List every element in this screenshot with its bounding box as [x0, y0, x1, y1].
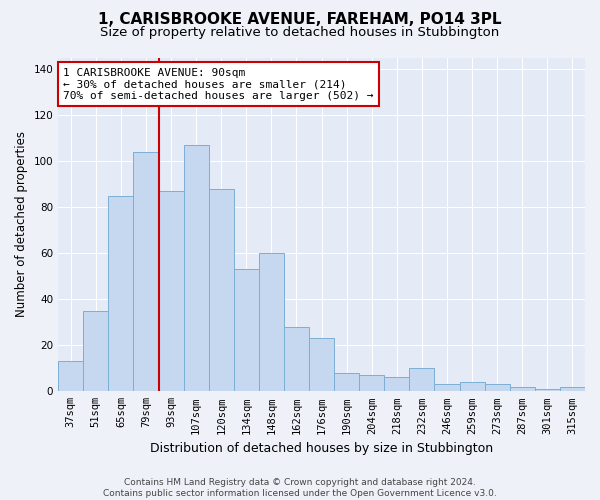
Bar: [133, 152, 158, 392]
Bar: [209, 188, 234, 392]
Bar: [560, 386, 585, 392]
Bar: [83, 310, 109, 392]
Bar: [359, 375, 385, 392]
Bar: [334, 373, 359, 392]
Y-axis label: Number of detached properties: Number of detached properties: [15, 132, 28, 318]
Bar: [109, 196, 133, 392]
Bar: [385, 378, 409, 392]
Bar: [510, 386, 535, 392]
Bar: [58, 362, 83, 392]
Text: Contains HM Land Registry data © Crown copyright and database right 2024.
Contai: Contains HM Land Registry data © Crown c…: [103, 478, 497, 498]
Bar: [284, 327, 309, 392]
Bar: [184, 145, 209, 392]
Bar: [409, 368, 434, 392]
Bar: [535, 389, 560, 392]
Text: Size of property relative to detached houses in Stubbington: Size of property relative to detached ho…: [100, 26, 500, 39]
Bar: [158, 191, 184, 392]
Bar: [259, 253, 284, 392]
Bar: [434, 384, 460, 392]
Text: 1 CARISBROOKE AVENUE: 90sqm
← 30% of detached houses are smaller (214)
70% of se: 1 CARISBROOKE AVENUE: 90sqm ← 30% of det…: [64, 68, 374, 100]
Bar: [234, 270, 259, 392]
Bar: [309, 338, 334, 392]
Bar: [460, 382, 485, 392]
Text: 1, CARISBROOKE AVENUE, FAREHAM, PO14 3PL: 1, CARISBROOKE AVENUE, FAREHAM, PO14 3PL: [98, 12, 502, 28]
X-axis label: Distribution of detached houses by size in Stubbington: Distribution of detached houses by size …: [150, 442, 493, 455]
Bar: [485, 384, 510, 392]
